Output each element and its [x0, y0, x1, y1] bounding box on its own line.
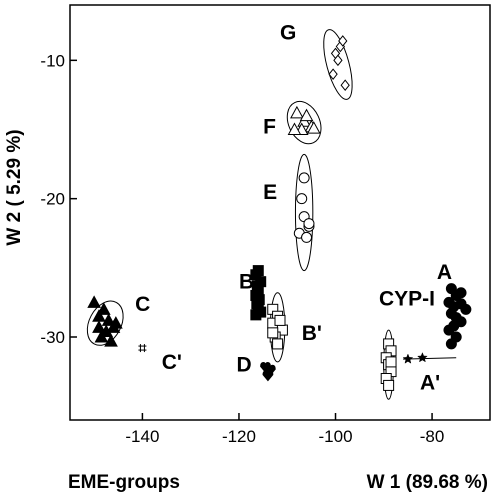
- group-ellipses: [86, 29, 457, 400]
- data-point: [138, 344, 147, 353]
- data-point: [87, 295, 101, 308]
- group-ellipse: [286, 100, 322, 145]
- point-group: [87, 295, 123, 347]
- point-group: [402, 352, 428, 364]
- group-connector-line: [403, 357, 457, 360]
- data-point: [417, 352, 428, 363]
- data-point: [267, 327, 279, 339]
- point-group: [328, 35, 350, 92]
- data-point: [402, 353, 414, 364]
- data-point: [445, 338, 457, 350]
- group-label: C': [162, 351, 182, 374]
- data-point: [264, 364, 276, 376]
- group-label: D: [237, 354, 252, 377]
- data-point: [274, 314, 286, 326]
- x-axis-label: W 1 (89.68 %): [367, 472, 488, 493]
- data-point: [460, 303, 472, 315]
- data-point: [299, 108, 314, 122]
- data-points: [87, 35, 472, 391]
- group-ellipse: [323, 29, 353, 100]
- data-point: [333, 54, 343, 67]
- group-label: A': [420, 372, 440, 395]
- data-point: [101, 313, 116, 326]
- data-point: [455, 287, 467, 299]
- group-label: A: [437, 261, 452, 284]
- point-group: [138, 344, 147, 353]
- data-point: [94, 329, 109, 343]
- point-group: [443, 283, 472, 350]
- data-point: [104, 334, 118, 347]
- data-point: [250, 309, 262, 321]
- y-axis-label: W 2 ( 5.29 %): [4, 129, 25, 245]
- point-group: [250, 265, 267, 321]
- group-label: B: [239, 271, 254, 294]
- data-point: [383, 379, 395, 391]
- point-group: [287, 105, 321, 135]
- y-tick-label: -10: [40, 51, 65, 70]
- y-tick-label: -30: [40, 328, 65, 347]
- data-point: [109, 316, 123, 329]
- x-tick-label: -140: [125, 427, 159, 446]
- x-tick-label: -120: [222, 427, 256, 446]
- point-group: [267, 303, 288, 350]
- group-ellipse: [294, 153, 314, 272]
- group-label: G: [280, 22, 296, 45]
- data-point: [290, 105, 304, 119]
- group-ellipse: [86, 300, 124, 346]
- data-point: [340, 79, 350, 92]
- chart-caption: EME-groups: [68, 472, 180, 493]
- data-point: [385, 356, 397, 368]
- data-point: [296, 193, 308, 205]
- data-point: [443, 324, 455, 336]
- data-point: [92, 320, 106, 333]
- data-point: [306, 121, 321, 134]
- data-point: [303, 218, 315, 230]
- group-label: B': [302, 322, 322, 345]
- data-point: [328, 68, 338, 80]
- data-point: [96, 302, 111, 315]
- data-point: [272, 338, 284, 350]
- group-label: E: [263, 181, 277, 204]
- group-label: CYP-I: [379, 287, 435, 310]
- point-group: [380, 338, 397, 391]
- group-label: F: [263, 116, 276, 139]
- y-tick-label: -20: [40, 190, 65, 209]
- plot-frame: [69, 4, 491, 421]
- group-labels: G F E B B' C C' D CYP-IA A': [135, 22, 452, 395]
- axis-ticks: -140 -120 -100 -80 -10 -20 -30: [40, 51, 444, 446]
- point-group: [260, 362, 276, 382]
- point-group: [293, 172, 315, 243]
- group-label: C: [135, 293, 150, 316]
- x-tick-label: -80: [420, 427, 445, 446]
- data-point: [301, 231, 313, 243]
- data-point: [262, 370, 274, 382]
- x-tick-label: -100: [319, 427, 353, 446]
- data-point: [298, 172, 310, 184]
- data-point: [287, 122, 302, 135]
- data-point: [338, 35, 348, 47]
